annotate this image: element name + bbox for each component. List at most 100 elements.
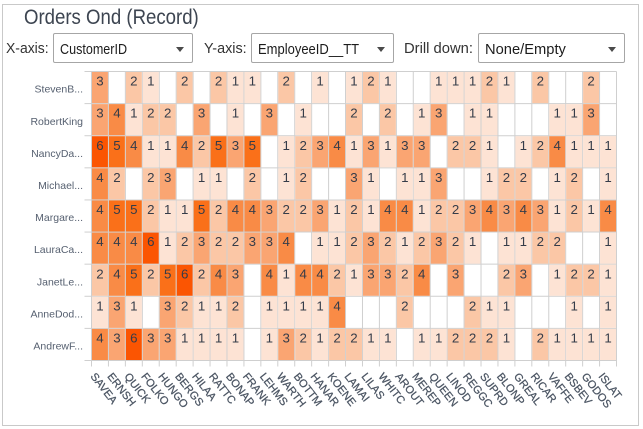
svg-text:4: 4 [113, 106, 120, 121]
svg-text:3: 3 [452, 266, 459, 281]
svg-text:2: 2 [215, 234, 222, 249]
svg-text:1: 1 [604, 266, 611, 281]
svg-text:4: 4 [604, 202, 611, 217]
svg-text:5: 5 [113, 138, 120, 153]
svg-text:1: 1 [587, 138, 594, 153]
svg-text:2: 2 [181, 298, 188, 313]
svg-text:1: 1 [486, 170, 493, 185]
svg-text:4: 4 [249, 202, 256, 217]
svg-text:1: 1 [283, 266, 290, 281]
svg-text:2: 2 [147, 170, 154, 185]
svg-text:4: 4 [113, 266, 120, 281]
svg-text:1: 1 [503, 74, 510, 89]
svg-text:4: 4 [554, 138, 561, 153]
svg-text:3: 3 [147, 330, 154, 345]
svg-text:1: 1 [503, 234, 510, 249]
svg-text:1: 1 [570, 106, 577, 121]
svg-text:NancyDa...: NancyDa... [31, 148, 83, 160]
svg-text:2: 2 [299, 170, 306, 185]
svg-text:5: 5 [198, 202, 205, 217]
svg-text:6: 6 [130, 330, 137, 345]
svg-text:2: 2 [181, 74, 188, 89]
svg-text:5: 5 [164, 266, 171, 281]
svg-text:1: 1 [198, 298, 205, 313]
svg-text:AndrewF...: AndrewF... [33, 341, 83, 353]
svg-text:5: 5 [130, 266, 137, 281]
svg-text:4: 4 [130, 138, 137, 153]
svg-text:1: 1 [570, 138, 577, 153]
svg-text:2: 2 [384, 234, 391, 249]
svg-text:2: 2 [164, 106, 171, 121]
svg-text:4: 4 [418, 266, 425, 281]
svg-text:4: 4 [96, 234, 103, 249]
svg-text:2: 2 [452, 234, 459, 249]
svg-text:4: 4 [333, 298, 340, 313]
svg-text:5: 5 [113, 202, 120, 217]
svg-text:3: 3 [232, 138, 239, 153]
svg-text:1: 1 [130, 298, 137, 313]
svg-text:1: 1 [418, 106, 425, 121]
svg-text:2: 2 [587, 74, 594, 89]
svg-text:1: 1 [181, 330, 188, 345]
svg-text:1: 1 [604, 234, 611, 249]
svg-text:5: 5 [130, 202, 137, 217]
svg-text:1: 1 [384, 74, 391, 89]
svg-text:2: 2 [452, 138, 459, 153]
svg-text:2: 2 [350, 330, 357, 345]
svg-text:2: 2 [181, 234, 188, 249]
svg-text:1: 1 [333, 202, 340, 217]
svg-text:2: 2 [469, 330, 476, 345]
svg-text:3: 3 [113, 330, 120, 345]
svg-text:1: 1 [503, 298, 510, 313]
svg-text:1: 1 [469, 74, 476, 89]
svg-text:2: 2 [147, 266, 154, 281]
svg-text:1: 1 [469, 106, 476, 121]
svg-text:1: 1 [316, 234, 323, 249]
svg-text:1: 1 [181, 202, 188, 217]
svg-text:2: 2 [350, 106, 357, 121]
svg-text:3: 3 [266, 106, 273, 121]
svg-text:1: 1 [299, 298, 306, 313]
svg-text:1: 1 [266, 298, 273, 313]
svg-text:1: 1 [435, 74, 442, 89]
svg-text:1: 1 [232, 74, 239, 89]
svg-text:3: 3 [537, 202, 544, 217]
svg-text:3: 3 [266, 202, 273, 217]
svg-text:1: 1 [283, 138, 290, 153]
svg-text:2: 2 [283, 202, 290, 217]
svg-text:2: 2 [570, 266, 577, 281]
svg-text:4: 4 [384, 202, 391, 217]
svg-text:3: 3 [266, 234, 273, 249]
svg-text:2: 2 [384, 106, 391, 121]
svg-text:2: 2 [503, 266, 510, 281]
svg-text:1: 1 [384, 330, 391, 345]
svg-text:2: 2 [198, 138, 205, 153]
svg-text:5: 5 [215, 138, 222, 153]
svg-text:1: 1 [554, 106, 561, 121]
svg-text:3: 3 [367, 266, 374, 281]
svg-text:4: 4 [130, 234, 137, 249]
svg-text:4: 4 [333, 138, 340, 153]
svg-text:2: 2 [198, 266, 205, 281]
svg-text:StevenB...: StevenB... [35, 84, 83, 96]
svg-text:1: 1 [587, 202, 594, 217]
svg-text:4: 4 [299, 266, 306, 281]
svg-text:1: 1 [418, 170, 425, 185]
svg-text:4: 4 [96, 202, 103, 217]
svg-text:2: 2 [537, 330, 544, 345]
svg-text:2: 2 [232, 298, 239, 313]
svg-text:1: 1 [130, 106, 137, 121]
svg-text:1: 1 [283, 170, 290, 185]
svg-text:1: 1 [570, 298, 577, 313]
svg-text:2: 2 [350, 202, 357, 217]
svg-text:1: 1 [266, 330, 273, 345]
svg-text:3: 3 [401, 138, 408, 153]
svg-text:2: 2 [401, 298, 408, 313]
svg-text:4: 4 [486, 202, 493, 217]
svg-text:4: 4 [215, 266, 222, 281]
svg-text:3: 3 [113, 298, 120, 313]
svg-text:1: 1 [604, 330, 611, 345]
svg-text:1: 1 [604, 298, 611, 313]
svg-text:1: 1 [249, 74, 256, 89]
svg-text:6: 6 [96, 138, 103, 153]
